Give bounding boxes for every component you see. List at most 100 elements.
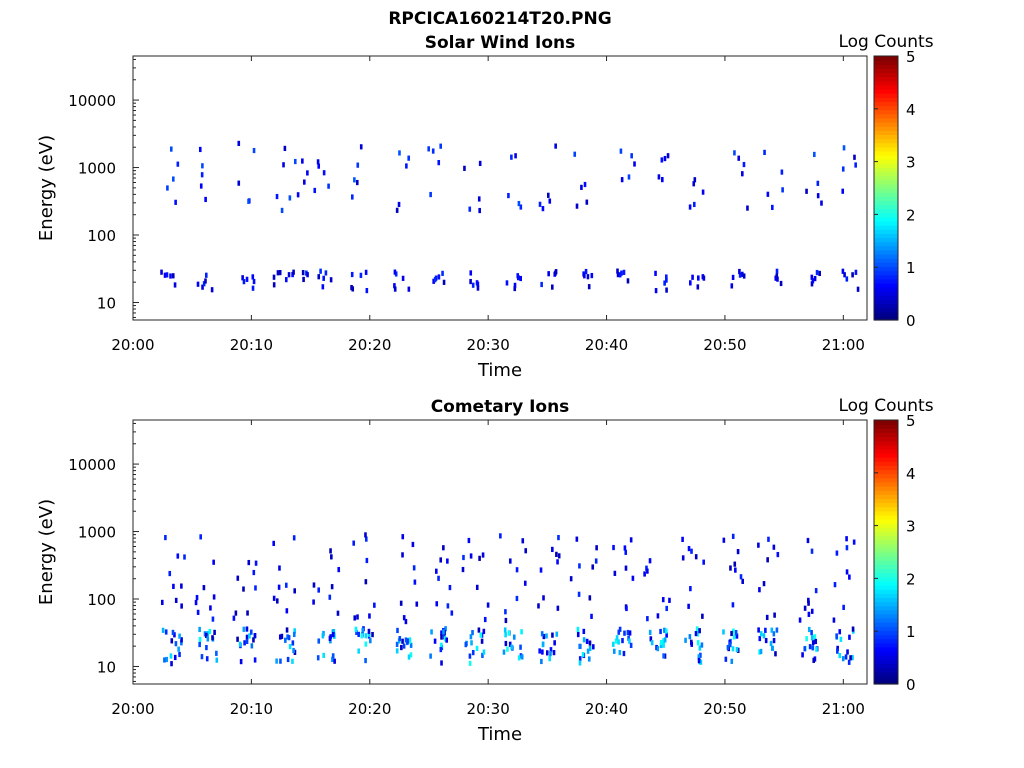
heatmap-cell <box>468 653 472 659</box>
heatmap-cell <box>301 158 304 164</box>
heatmap-cell <box>351 286 355 292</box>
panel-solar-wind: Solar Wind Ions 20:00 20:10 20:20 20:30 20:4… <box>36 32 934 381</box>
heatmap-cell <box>215 650 218 656</box>
colorbar-segment <box>874 428 898 433</box>
heatmap-cell <box>665 632 668 638</box>
heatmap-cell <box>404 637 408 643</box>
colorbar-segment <box>874 188 898 193</box>
heatmap-cell <box>400 644 403 651</box>
heatmap-cell <box>548 198 552 204</box>
heatmap-cell <box>364 579 368 585</box>
colorbar-segment <box>874 192 898 197</box>
heatmap-cell <box>841 268 845 274</box>
heatmap-cell <box>810 548 814 554</box>
heatmap-cell <box>742 161 746 168</box>
heatmap-cell <box>726 644 730 651</box>
heatmap-cell <box>697 657 701 664</box>
heatmap-cell <box>595 545 598 551</box>
heatmap-cell <box>835 550 839 556</box>
heatmap-cell <box>812 657 816 663</box>
heatmap-cell <box>357 648 360 654</box>
heatmap-cell <box>591 564 595 570</box>
heatmap-cell <box>427 146 430 152</box>
y-axis: 10 100 1000 10000 <box>68 58 139 318</box>
colorbar-segment <box>874 204 898 210</box>
heatmap-cell <box>538 648 541 654</box>
heatmap-cell <box>538 201 542 207</box>
heatmap-cell <box>691 274 694 280</box>
heatmap-cell <box>407 155 411 161</box>
heatmap-cell <box>841 188 845 194</box>
colorbar-segment <box>874 597 898 603</box>
heatmap-cell <box>774 651 777 657</box>
heatmap-cell <box>697 275 700 281</box>
heatmap-cell <box>766 557 769 563</box>
heatmap-cell <box>202 281 206 287</box>
heatmap-cell <box>275 598 279 604</box>
heatmap-cell <box>212 559 215 565</box>
heatmap-cell <box>549 651 552 657</box>
heatmap-cell <box>694 554 698 560</box>
heatmap-cell <box>435 601 439 607</box>
heatmap-cell <box>280 633 284 639</box>
heatmap-cell <box>576 631 580 638</box>
colorbar-segment <box>874 535 898 541</box>
heatmap-cell <box>575 536 579 542</box>
colorbar-label: Log Counts <box>838 32 933 52</box>
heatmap-cell <box>282 162 285 168</box>
heatmap-cell <box>698 645 702 651</box>
heatmap-cell <box>848 574 851 580</box>
heatmap-cell <box>569 576 573 582</box>
heatmap-cell <box>165 656 169 663</box>
heatmap-cell <box>286 656 290 663</box>
heatmap-cell <box>540 658 543 665</box>
colorbar-segment <box>874 510 898 516</box>
heatmap-cell <box>820 200 823 206</box>
colorbar-segment <box>874 642 898 648</box>
heatmap-cell <box>806 537 810 544</box>
heatmap-cell <box>807 600 810 606</box>
heatmap-cell <box>555 631 559 637</box>
heatmap-cell <box>807 626 811 633</box>
heatmap-cell <box>407 654 411 660</box>
heatmap-cell <box>337 566 341 573</box>
heatmap-cell <box>690 641 694 647</box>
heatmap-cell <box>243 640 246 646</box>
heatmap-cell <box>306 170 309 176</box>
heatmap-cell <box>848 634 851 640</box>
heatmap-cell <box>288 644 292 650</box>
colorbar-tick-label: 0 <box>906 312 916 330</box>
heatmap-cell <box>395 641 399 648</box>
heatmap-cell <box>211 616 215 622</box>
colorbar-segment <box>874 196 898 201</box>
heatmap-cell <box>758 635 762 642</box>
heatmap-cell <box>684 637 687 643</box>
heatmap-cell <box>701 189 705 195</box>
heatmap-cell <box>771 204 774 211</box>
heatmap-cell <box>236 575 240 581</box>
heatmap-cell <box>401 638 404 644</box>
panel-title: Cometary Ions <box>431 397 570 417</box>
heatmap-cell <box>699 659 703 665</box>
heatmap-cell <box>321 284 325 290</box>
colorbar-segment <box>874 519 898 524</box>
heatmap-cell <box>514 153 517 159</box>
heatmap-cell <box>321 633 325 639</box>
colorbar: 0 1 2 3 4 5 <box>873 48 916 330</box>
heatmap-cell <box>200 654 204 660</box>
heatmap-cell <box>813 634 817 640</box>
heatmap-cell <box>722 629 725 635</box>
heatmap-cell <box>779 280 783 287</box>
y-tick-label: 10000 <box>68 456 116 474</box>
colorbar-segment <box>874 287 898 292</box>
colorbar-segment <box>874 254 898 259</box>
heatmap-cell <box>196 281 200 287</box>
heatmap-cell <box>545 633 548 639</box>
heatmap-cell <box>239 659 243 665</box>
colorbar-segment <box>874 568 898 574</box>
heatmap-cell <box>741 171 744 177</box>
heatmap-cell <box>170 661 173 667</box>
heatmap-cell <box>468 660 472 666</box>
heatmap-cell <box>480 638 484 644</box>
heatmap-cell <box>439 646 443 653</box>
